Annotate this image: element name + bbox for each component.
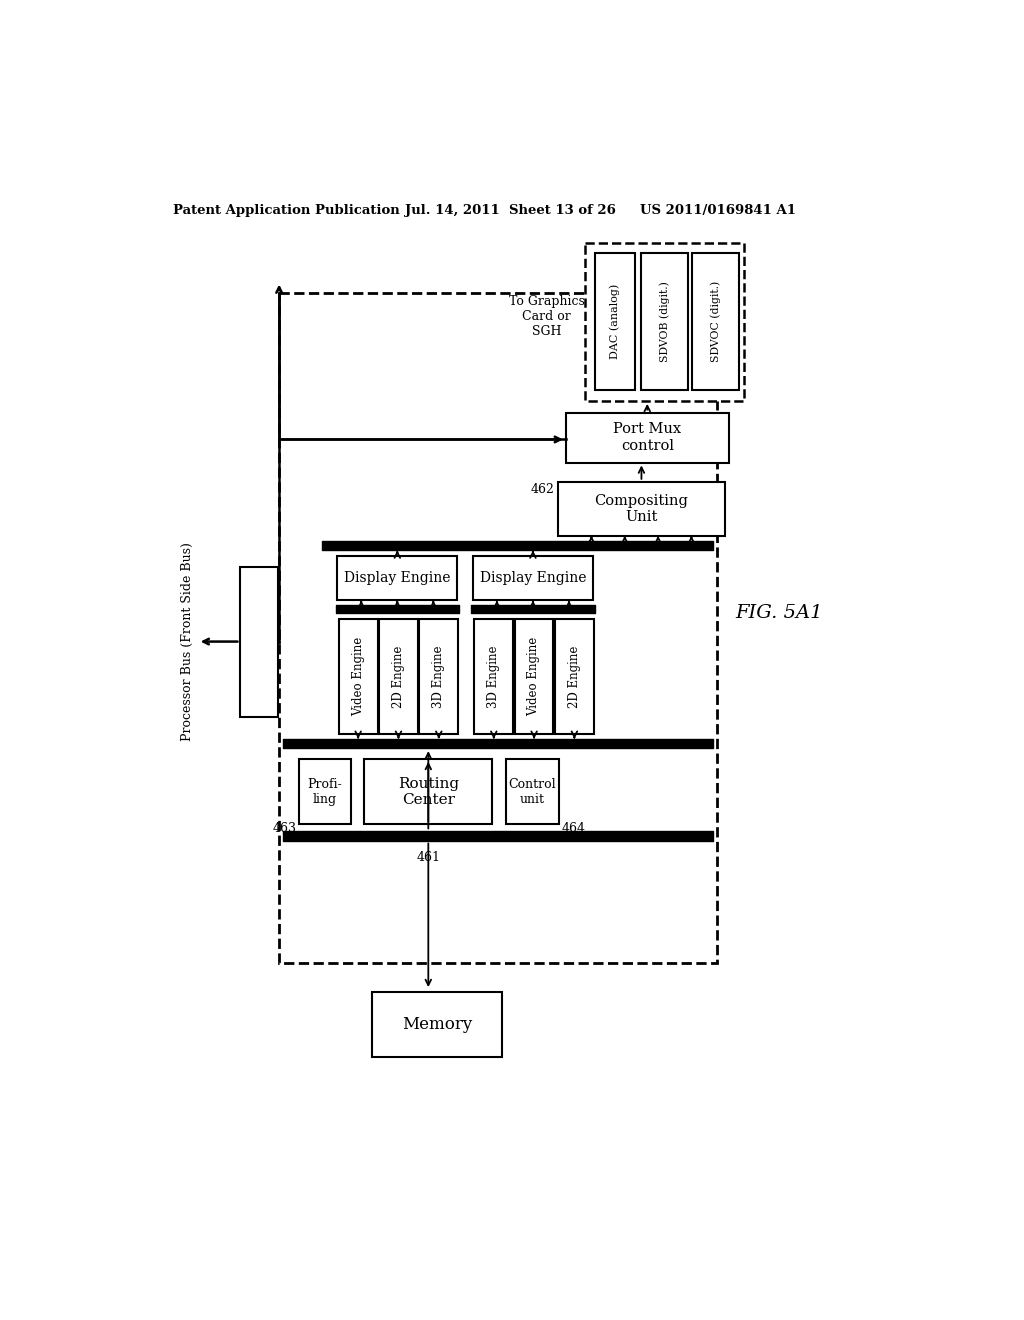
Text: Profi-
ling: Profi- ling [307,777,342,805]
Text: FIG. 5A1: FIG. 5A1 [735,603,822,622]
Bar [372,991,503,1057]
Text: Port Mux
control: Port Mux control [613,422,681,453]
Text: 2D Engine: 2D Engine [392,645,404,708]
Bar [280,293,717,964]
Text: 3D Engine: 3D Engine [432,645,445,708]
Bar [473,556,593,601]
Text: 463: 463 [273,822,297,836]
Text: To Graphics
Card or
SGH: To Graphics Card or SGH [509,294,585,338]
Bar [474,619,513,734]
Bar [586,243,744,401]
Bar [299,759,351,825]
Text: 461: 461 [417,851,440,865]
Text: 464: 464 [562,822,586,836]
Text: DAC (analog): DAC (analog) [609,284,620,359]
Text: SDVOB (digit.): SDVOB (digit.) [659,281,670,362]
Bar [692,253,738,391]
Bar [379,619,418,734]
Text: Processor Bus (Front Side Bus): Processor Bus (Front Side Bus) [181,543,195,741]
Bar [337,556,458,601]
Bar [420,619,458,734]
Bar [515,619,554,734]
Bar [339,619,378,734]
Bar [555,619,594,734]
Text: Memory: Memory [402,1016,472,1032]
Text: Control
unit: Control unit [509,777,556,805]
Bar [241,566,278,717]
Bar [558,482,725,536]
Text: 462: 462 [530,483,554,496]
Text: Display Engine: Display Engine [479,572,586,585]
Bar [506,759,559,825]
Text: Patent Application Publication: Patent Application Publication [173,205,399,218]
Bar [566,412,729,462]
Text: SDVOC (digit.): SDVOC (digit.) [711,281,721,362]
Text: Display Engine: Display Engine [344,572,451,585]
Text: Video Engine: Video Engine [351,638,365,717]
Text: Routing
Center: Routing Center [397,776,459,807]
Bar [641,253,687,391]
Text: 2D Engine: 2D Engine [568,645,581,708]
Text: US 2011/0169841 A1: US 2011/0169841 A1 [640,205,796,218]
Bar [365,759,493,825]
Text: Compositing
Unit: Compositing Unit [595,494,688,524]
Bar [595,253,635,391]
Text: 3D Engine: 3D Engine [487,645,501,708]
Text: Video Engine: Video Engine [527,638,541,717]
Text: Jul. 14, 2011  Sheet 13 of 26: Jul. 14, 2011 Sheet 13 of 26 [406,205,616,218]
